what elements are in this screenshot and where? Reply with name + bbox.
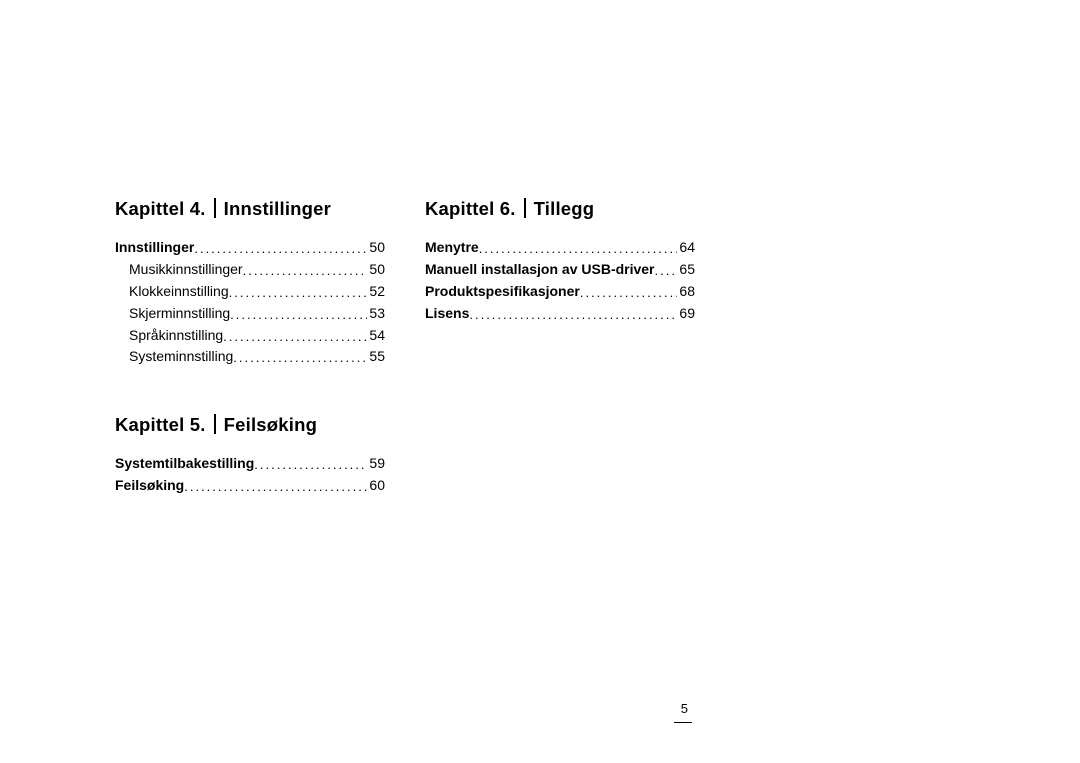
chapter-title: Tillegg: [534, 198, 595, 220]
toc-label: Produktspesifikasjoner: [425, 282, 580, 300]
toc-dots: [229, 285, 368, 302]
chapter-prefix: Kapittel 4.: [115, 198, 206, 220]
toc-pagenum: 54: [367, 326, 385, 344]
chapter-prefix: Kapittel 6.: [425, 198, 516, 220]
toc-pagenum: 59: [367, 454, 385, 472]
toc-pagenum: 50: [367, 238, 385, 256]
toc-label: Manuell installasjon av USB-driver: [425, 260, 655, 278]
toc-pagenum: 52: [367, 282, 385, 300]
toc-pagenum: 64: [677, 238, 695, 256]
toc-label: Systemtilbakestilling: [115, 454, 254, 472]
chapter-prefix: Kapittel 5.: [115, 414, 206, 436]
toc-entry: Lisens 69: [425, 304, 695, 323]
toc-dots: [184, 479, 367, 496]
toc-dots: [580, 285, 678, 302]
toc-dots: [655, 263, 678, 280]
toc-entry: Skjerminnstilling 53: [115, 304, 385, 323]
toc-pagenum: 50: [367, 260, 385, 278]
toc-entry: Produktspesifikasjoner 68: [425, 282, 695, 301]
heading-divider: [214, 198, 216, 218]
chapter-5-heading: Kapittel 5. Feilsøking: [115, 411, 385, 436]
toc-dots: [230, 307, 367, 324]
toc-label: Skjerminnstilling: [129, 304, 230, 322]
toc-entry: Innstillinger 50: [115, 238, 385, 257]
chapter-6-section: Kapittel 6. Tillegg Menytre 64 Manuell i…: [425, 195, 695, 323]
chapter-5-section: Kapittel 5. Feilsøking Systemtilbakestil…: [115, 411, 385, 495]
toc-label: Innstillinger: [115, 238, 194, 256]
toc-pagenum: 60: [367, 476, 385, 494]
toc-dots: [243, 263, 368, 280]
toc-columns: Kapittel 4. Innstillinger Innstillinger …: [115, 195, 965, 540]
chapter-title: Feilsøking: [224, 414, 318, 436]
toc-dots: [469, 307, 677, 324]
toc-entry: Systemtilbakestilling 59: [115, 454, 385, 473]
toc-dots: [479, 241, 678, 258]
page-number-underline: [674, 722, 692, 723]
toc-entry: Musikkinnstillinger 50: [115, 260, 385, 279]
chapter-6-heading: Kapittel 6. Tillegg: [425, 195, 695, 220]
toc-entry: Klokkeinnstilling 52: [115, 282, 385, 301]
toc-label: Menytre: [425, 238, 479, 256]
page-number: 5: [681, 701, 688, 716]
toc-pagenum: 65: [677, 260, 695, 278]
toc-label: Klokkeinnstilling: [129, 282, 229, 300]
toc-label: Feilsøking: [115, 476, 184, 494]
document-page: Kapittel 4. Innstillinger Innstillinger …: [0, 0, 1080, 763]
toc-label: Systeminnstilling: [129, 347, 233, 365]
toc-entry: Systeminnstilling 55: [115, 347, 385, 366]
toc-label: Musikkinnstillinger: [129, 260, 243, 278]
toc-pagenum: 68: [677, 282, 695, 300]
toc-dots: [194, 241, 367, 258]
heading-divider: [524, 198, 526, 218]
heading-divider: [214, 414, 216, 434]
toc-entry: Feilsøking 60: [115, 476, 385, 495]
toc-label: Lisens: [425, 304, 469, 322]
toc-pagenum: 55: [367, 347, 385, 365]
toc-entry: Språkinnstilling 54: [115, 326, 385, 345]
right-column: Kapittel 6. Tillegg Menytre 64 Manuell i…: [425, 195, 695, 540]
toc-dots: [254, 457, 367, 474]
toc-entry: Menytre 64: [425, 238, 695, 257]
chapter-4-section: Kapittel 4. Innstillinger Innstillinger …: [115, 195, 385, 366]
chapter-title: Innstillinger: [224, 198, 331, 220]
toc-pagenum: 53: [367, 304, 385, 322]
toc-entry: Manuell installasjon av USB-driver 65: [425, 260, 695, 279]
toc-pagenum: 69: [677, 304, 695, 322]
toc-label: Språkinnstilling: [129, 326, 223, 344]
toc-dots: [233, 350, 367, 367]
chapter-4-heading: Kapittel 4. Innstillinger: [115, 195, 385, 220]
toc-dots: [223, 329, 367, 346]
left-column: Kapittel 4. Innstillinger Innstillinger …: [115, 195, 385, 540]
